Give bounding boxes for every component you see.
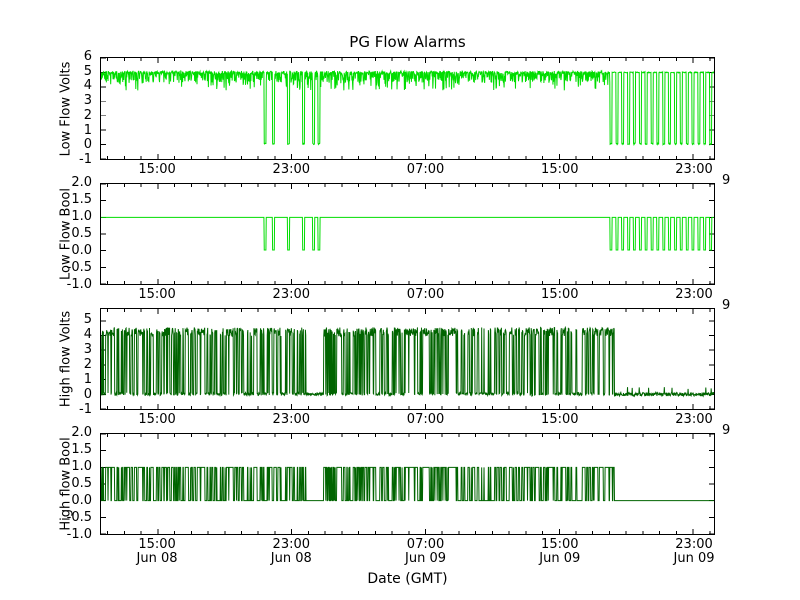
x-tick-label: 23:00 [675, 537, 713, 552]
x-tick-label: 15:00 [541, 162, 579, 177]
y-tick-label: 3 [83, 342, 92, 357]
clipped-date-fragment: 9 [722, 173, 731, 188]
x-tick-label: 15:00 [138, 287, 176, 302]
axis-ylabel: Low Flow Bool [58, 188, 74, 280]
x-tick-label: 15:00 [541, 412, 579, 427]
subplot-low-flow-bool [100, 183, 715, 285]
x-tick-label: 07:00 [406, 537, 445, 552]
clipped-date-fragment: 9 [722, 423, 731, 438]
y-tick-label: 3 [83, 93, 92, 109]
x-tick-label: 23:00 [272, 287, 311, 302]
y-tick-label: 0.5 [71, 476, 92, 491]
tick-marks [101, 58, 714, 159]
chart-title: PG Flow Alarms [349, 33, 466, 51]
y-tick-label: 1.0 [71, 209, 92, 224]
axis-ylabel: High flow Bool [58, 437, 74, 531]
y-tick-label: -0.5 [66, 510, 92, 525]
x-tick-label: 15:00 [138, 412, 176, 427]
y-tick-label: 2.0 [71, 175, 92, 190]
plot-area [101, 309, 714, 409]
x-tick-label: 15:00 [541, 287, 579, 302]
y-tick-label: 0.0 [71, 493, 92, 508]
axis-ylabel: Low Flow Volts [58, 61, 74, 156]
series-line-low-flow-volts [101, 69, 714, 147]
plot-area [101, 184, 714, 284]
x-date-label: Jun 08 [136, 551, 178, 566]
x-tick-label: 07:00 [406, 162, 445, 177]
subplot-high-flow-volts [100, 308, 715, 410]
x-tick-label: 07:00 [406, 287, 445, 302]
y-tick-label: 0 [83, 137, 92, 153]
y-tick-label: 1.5 [71, 192, 92, 207]
x-date-label: Jun 09 [405, 551, 447, 566]
y-tick-label: -0.5 [66, 260, 92, 275]
y-tick-label: 0.0 [71, 243, 92, 258]
y-tick-label: -1.0 [66, 277, 92, 292]
series-line-low-flow-bool [101, 216, 714, 251]
x-axis-title: Date (GMT) [367, 571, 448, 587]
x-tick-label: 15:00 [138, 537, 176, 552]
subplot-low-flow-volts [100, 57, 715, 160]
x-tick-label: 07:00 [406, 412, 445, 427]
x-tick-label: 23:00 [272, 412, 311, 427]
x-tick-label: 23:00 [675, 287, 713, 302]
series-line-high-flow-bool [101, 466, 714, 502]
y-tick-label: 1.5 [71, 442, 92, 457]
y-tick-label: 5 [83, 63, 92, 79]
y-tick-label: 4 [83, 327, 92, 342]
y-tick-label: 6 [83, 49, 92, 64]
y-tick-label: 1 [83, 372, 92, 387]
x-date-label: Jun 09 [539, 551, 581, 566]
y-tick-label: 2.0 [71, 425, 92, 440]
y-tick-label: 1 [83, 122, 92, 138]
y-tick-label: -1 [79, 152, 92, 167]
y-tick-label: 2 [83, 357, 92, 372]
y-tick-label: 4 [83, 78, 92, 94]
x-date-label: Jun 08 [270, 551, 312, 566]
y-tick-label: 0 [83, 387, 92, 402]
y-tick-label: 2 [83, 107, 92, 123]
y-tick-label: 0.5 [71, 226, 92, 241]
clipped-date-fragment: 9 [722, 298, 731, 313]
y-tick-label: -1.0 [66, 527, 92, 542]
y-tick-label: 1.0 [71, 459, 92, 474]
x-tick-label: 15:00 [541, 537, 579, 552]
series-line-high-flow-volts [101, 325, 714, 398]
x-tick-label: 23:00 [675, 162, 713, 177]
x-date-label: Jun 09 [673, 551, 715, 566]
x-tick-label: 23:00 [272, 162, 311, 177]
axis-ylabel: High flow Volts [58, 310, 74, 408]
y-tick-label: -1 [79, 402, 92, 417]
x-tick-label: 15:00 [138, 162, 176, 177]
subplot-high-flow-bool [100, 433, 715, 535]
plot-area [101, 434, 714, 534]
x-tick-label: 23:00 [675, 412, 713, 427]
x-tick-label: 23:00 [272, 537, 311, 552]
y-tick-label: 5 [83, 312, 92, 327]
plot-area [101, 58, 714, 159]
